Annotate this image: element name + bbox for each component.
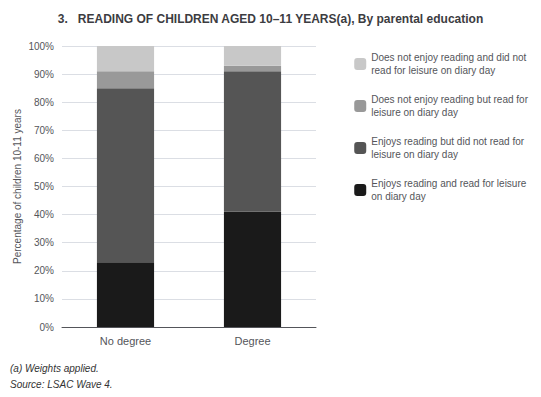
svg-text:Degree: Degree [234, 335, 270, 347]
svg-text:70%: 70% [34, 125, 54, 136]
svg-text:Enjoys reading but did not rea: Enjoys reading but did not read for [371, 136, 525, 147]
svg-text:100%: 100% [28, 41, 54, 52]
svg-text:40%: 40% [34, 209, 54, 220]
svg-text:read for leisure on diary day: read for leisure on diary day [371, 65, 495, 76]
svg-text:50%: 50% [34, 181, 54, 192]
svg-text:90%: 90% [34, 69, 54, 80]
svg-text:20%: 20% [34, 265, 54, 276]
svg-text:0%: 0% [40, 322, 55, 333]
svg-text:Source: LSAC Wave 4.: Source: LSAC Wave 4. [10, 379, 113, 390]
svg-text:Percentage of children 10-11 y: Percentage of children 10-11 years [12, 109, 23, 264]
svg-text:Does not enjoy reading and did: Does not enjoy reading and did not [371, 52, 526, 63]
svg-text:60%: 60% [34, 153, 54, 164]
svg-text:leisure on diary day: leisure on diary day [371, 149, 458, 160]
svg-text:Does not enjoy reading but rea: Does not enjoy reading but read for [371, 94, 528, 105]
svg-text:on diary day: on diary day [371, 191, 425, 202]
svg-text:3. READING OF CHILDREN AGED: 3. READING OF CHILDREN AGED 10–11 YEARS(… [58, 12, 483, 26]
svg-text:10%: 10% [34, 293, 54, 304]
svg-text:leisure on diary day: leisure on diary day [371, 107, 458, 118]
svg-text:30%: 30% [34, 237, 54, 248]
svg-text:Enjoys reading and read for le: Enjoys reading and read for leisure [371, 178, 527, 189]
svg-text:No degree: No degree [100, 335, 151, 347]
svg-text:(a) Weights applied.: (a) Weights applied. [10, 363, 99, 374]
svg-text:80%: 80% [34, 97, 54, 108]
